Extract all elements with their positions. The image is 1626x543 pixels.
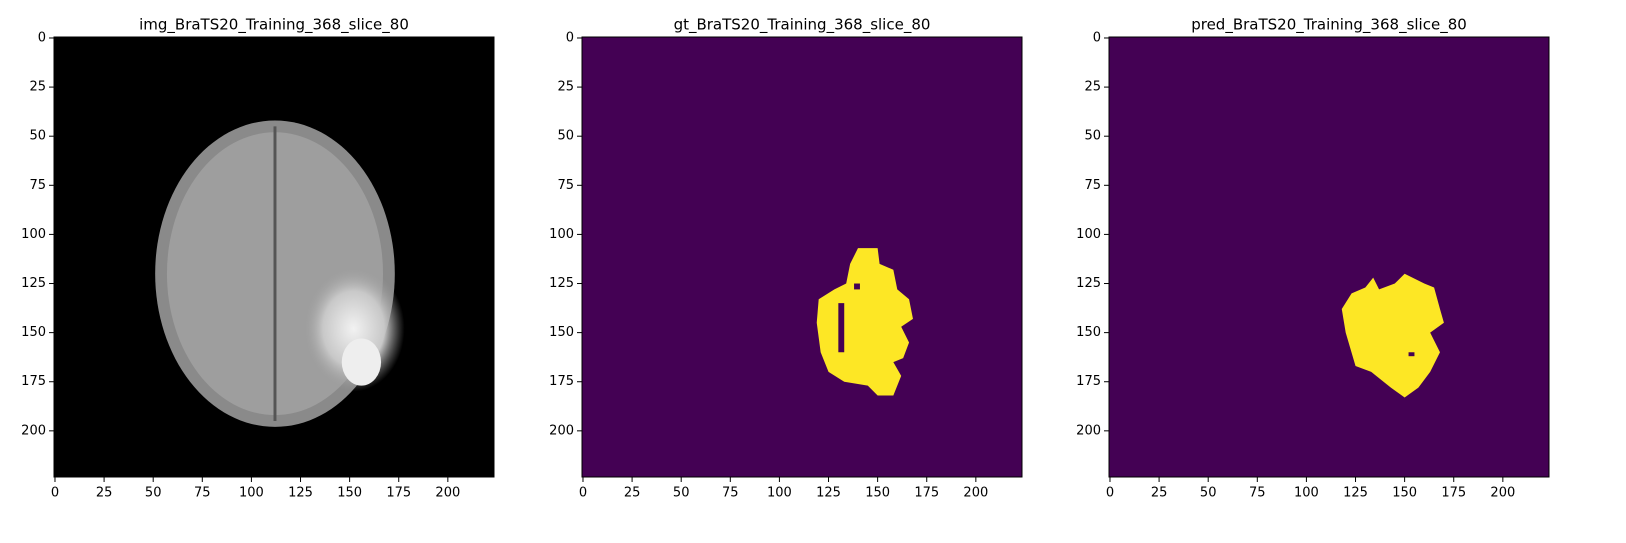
x-tick-label: 150 [1392, 486, 1417, 501]
x-tick-label: 0 [1106, 486, 1114, 501]
y-tick-label: 200 [1076, 423, 1101, 438]
x-tick-label: 50 [145, 486, 162, 501]
y-tick-label: 75 [1084, 178, 1101, 193]
axes-frame [581, 36, 1023, 478]
x-tick-label: 50 [1200, 486, 1217, 501]
axes-frame [53, 36, 495, 478]
y-tick-label: 75 [29, 178, 46, 193]
axes-frame [1108, 36, 1550, 478]
y-tick-label: 100 [1076, 227, 1101, 242]
y-tick-label: 0 [38, 30, 46, 45]
x-tick-label: 25 [624, 486, 641, 501]
x-tick-label: 175 [1441, 486, 1466, 501]
y-tick-label: 50 [1084, 129, 1101, 144]
gt-mask [582, 37, 1022, 477]
x-tick-label: 25 [96, 486, 113, 501]
y-tick-label: 175 [21, 374, 46, 389]
pred-mask [1109, 37, 1549, 477]
y-tick-label: 50 [557, 129, 574, 144]
y-tick-label: 25 [557, 80, 574, 95]
y-tick-label: 175 [1076, 374, 1101, 389]
x-tick-label: 75 [194, 486, 211, 501]
x-tick-label: 150 [337, 486, 362, 501]
x-tick-label: 150 [865, 486, 890, 501]
panel-title: img_BraTS20_Training_368_slice_80 [139, 16, 409, 35]
x-tick-label: 75 [1249, 486, 1266, 501]
panel-title: gt_BraTS20_Training_368_slice_80 [674, 16, 931, 35]
x-tick-label: 0 [51, 486, 59, 501]
x-tick-label: 125 [1343, 486, 1368, 501]
y-tick-label: 0 [1093, 30, 1101, 45]
x-tick-label: 0 [579, 486, 587, 501]
y-tick-label: 150 [21, 325, 46, 340]
x-tick-label: 75 [722, 486, 739, 501]
y-tick-label: 150 [549, 325, 574, 340]
x-tick-label: 100 [767, 486, 792, 501]
panel-title: pred_BraTS20_Training_368_slice_80 [1191, 16, 1467, 35]
x-tick-label: 100 [239, 486, 264, 501]
y-tick-label: 25 [29, 80, 46, 95]
y-tick-label: 0 [566, 30, 574, 45]
y-tick-label: 150 [1076, 325, 1101, 340]
x-tick-label: 175 [386, 486, 411, 501]
x-tick-label: 100 [1294, 486, 1319, 501]
y-tick-label: 175 [549, 374, 574, 389]
x-tick-label: 175 [914, 486, 939, 501]
y-tick-label: 75 [557, 178, 574, 193]
y-tick-label: 100 [21, 227, 46, 242]
y-tick-label: 125 [21, 276, 46, 291]
x-tick-label: 200 [963, 486, 988, 501]
y-tick-label: 200 [21, 423, 46, 438]
y-tick-label: 25 [1084, 80, 1101, 95]
y-tick-label: 100 [549, 227, 574, 242]
x-tick-label: 200 [1490, 486, 1515, 501]
y-tick-label: 125 [549, 276, 574, 291]
y-tick-label: 125 [1076, 276, 1101, 291]
x-tick-label: 50 [673, 486, 690, 501]
y-tick-label: 50 [29, 129, 46, 144]
x-tick-label: 200 [435, 486, 460, 501]
x-tick-label: 25 [1151, 486, 1168, 501]
x-tick-label: 125 [288, 486, 313, 501]
mri-image [54, 37, 494, 477]
y-tick-label: 200 [549, 423, 574, 438]
x-tick-label: 125 [816, 486, 841, 501]
